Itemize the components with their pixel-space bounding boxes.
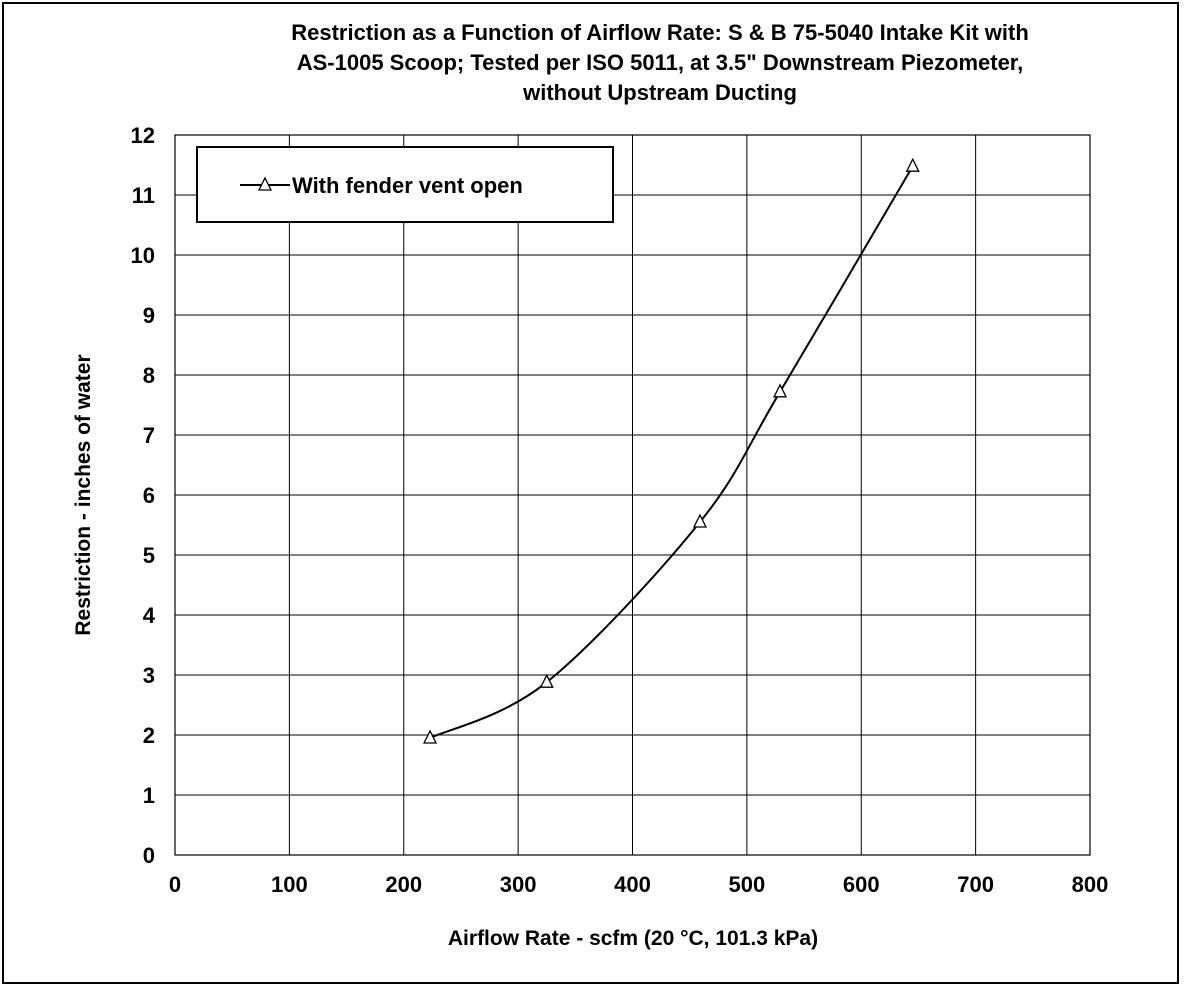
data-point-triangle-marker <box>539 673 554 688</box>
y-tick-label: 2 <box>143 723 155 748</box>
chart-title-line-3: without Upstream Ducting <box>523 80 797 105</box>
x-tick-label: 100 <box>271 872 308 897</box>
legend-triangle-marker <box>257 176 273 191</box>
chart-title-line-2: AS-1005 Scoop; Tested per ISO 5011, at 3… <box>296 50 1024 75</box>
y-axis-label: Restriction - inches of water <box>72 354 95 635</box>
y-tick-label: 4 <box>143 603 156 628</box>
chart-title: Restriction as a Function of Airflow Rat… <box>160 18 1160 108</box>
grid <box>174 134 1091 856</box>
y-tick-label: 9 <box>143 303 155 328</box>
x-tick-label: 700 <box>957 872 994 897</box>
data-point-triangle-marker <box>423 729 438 744</box>
legend-entry-label: With fender vent open <box>292 173 523 198</box>
x-tick-labels: 0 100 200 300 400 500 600 700 800 <box>169 872 1108 897</box>
x-axis-label: Airflow Rate - scfm (20 °C, 101.3 kPa) <box>448 927 818 950</box>
x-tick-label: 400 <box>614 872 651 897</box>
chart-title-line-1: Restriction as a Function of Airflow Rat… <box>291 20 1029 45</box>
plot-area-border <box>174 134 1091 856</box>
x-tick-label: 0 <box>169 872 181 897</box>
y-tick-label: 11 <box>132 183 155 208</box>
y-tick-label: 3 <box>143 663 155 688</box>
data-point-triangle-marker <box>772 383 788 398</box>
data-point-triangle-marker <box>692 513 708 528</box>
x-tick-label: 200 <box>385 872 422 897</box>
x-tick-label: 600 <box>843 872 880 897</box>
y-tick-label: 5 <box>143 543 155 568</box>
y-tick-label: 0 <box>143 843 155 868</box>
y-tick-label: 6 <box>143 483 155 508</box>
series-line <box>429 165 914 739</box>
y-tick-label: 8 <box>143 363 155 388</box>
y-tick-label: 1 <box>143 783 155 808</box>
y-tick-label: 7 <box>143 423 155 448</box>
x-tick-label: 500 <box>729 872 766 897</box>
series-group <box>423 157 920 744</box>
x-tick-label: 300 <box>500 872 537 897</box>
y-tick-label: 12 <box>131 123 155 148</box>
x-tick-label: 800 <box>1072 872 1109 897</box>
y-tick-label: 10 <box>131 243 155 268</box>
data-point-triangle-marker <box>905 157 920 172</box>
legend: With fender vent open <box>196 146 614 223</box>
